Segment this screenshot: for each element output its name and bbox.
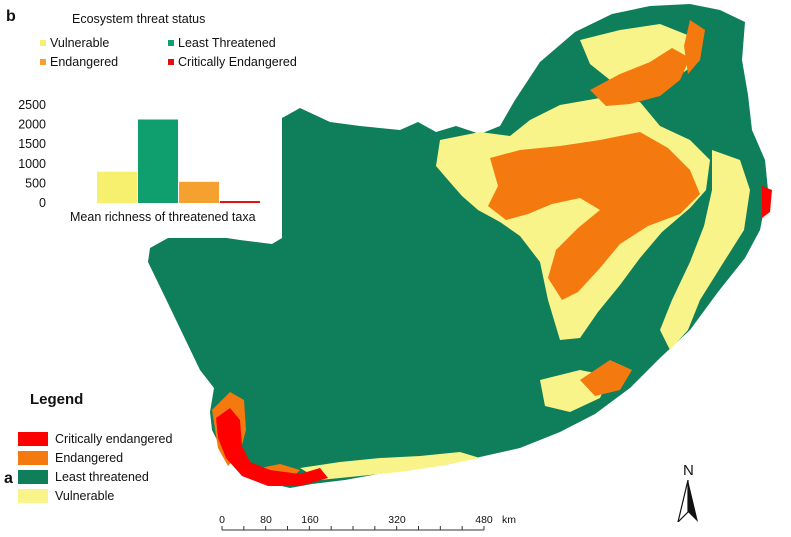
bar-critically-endangered (220, 201, 260, 204)
endangered-area (684, 20, 705, 74)
inset-panel: b Ecosystem threat status Vulnerable Lea… (0, 0, 297, 238)
legend-swatch-least-threatened (18, 470, 48, 484)
map-legend-title: Legend (30, 391, 84, 408)
scale-tick-label: 160 (301, 514, 319, 526)
legend-label: Least threatened (55, 470, 149, 484)
panel-b-label: b (6, 8, 16, 25)
legend-swatch-vulnerable (40, 40, 46, 46)
north-label: N (683, 462, 694, 479)
endangered-area (580, 360, 632, 396)
scale-tick-label: 0 (219, 514, 225, 526)
legend-swatch-critically-endangered (168, 59, 174, 65)
critically-endangered-area (216, 408, 328, 486)
y-tick-label: 1500 (18, 137, 46, 151)
bar-vulnerable (97, 171, 137, 203)
legend-label: Vulnerable (50, 36, 110, 50)
legend-label: Critically endangered (55, 432, 173, 446)
vulnerable-area (660, 150, 750, 350)
chart-legend-item-least-threatened: Least Threatened (168, 36, 276, 50)
endangered-area (590, 48, 690, 106)
endangered-area (488, 132, 700, 300)
y-tick-label: 0 (39, 196, 46, 210)
legend-label: Least Threatened (178, 36, 276, 50)
legend-swatch-vulnerable (18, 489, 48, 503)
map-legend-item-vulnerable: Vulnerable (18, 489, 114, 503)
y-tick-label: 500 (25, 176, 46, 190)
legend-label: Critically Endangered (178, 55, 297, 69)
bar-endangered (179, 181, 219, 203)
chart-x-axis-label: Mean richness of threatened taxa (70, 210, 256, 224)
legend-label: Endangered (50, 55, 119, 69)
chart-legend-item-endangered: Endangered (40, 55, 118, 69)
north-arrow-icon (677, 480, 698, 522)
legend-swatch-endangered (40, 59, 46, 65)
y-tick-label: 2000 (18, 118, 46, 132)
legend-swatch-least-threatened (168, 40, 174, 46)
y-tick-label: 1000 (18, 157, 46, 171)
scale-tick-label: 320 (388, 514, 406, 526)
legend-swatch-endangered (18, 451, 48, 465)
scale-tick-label: 480 (475, 514, 493, 526)
chart-legend-item-vulnerable: Vulnerable (40, 36, 109, 50)
map-legend-item-endangered: Endangered (18, 451, 123, 465)
chart-title: Ecosystem threat status (72, 12, 206, 26)
legend-swatch-critically-endangered (18, 432, 48, 446)
critically-endangered-area (762, 186, 772, 218)
bar-chart: 0 500 1000 1500 2000 2500 (18, 98, 260, 210)
panel-a-label: a (4, 470, 13, 487)
vulnerable-area (300, 452, 480, 480)
y-tick-label: 2500 (18, 98, 46, 112)
map-legend-item-least-threatened: Least threatened (18, 470, 149, 484)
map-legend-item-critically-endangered: Critically endangered (18, 432, 172, 446)
legend-label: Vulnerable (55, 489, 115, 503)
chart-legend-item-critically-endangered: Critically Endangered (168, 55, 297, 69)
scale-tick-label: 80 (260, 514, 272, 526)
scale-unit-label: km (502, 514, 516, 526)
bar-least-threatened (138, 119, 178, 203)
legend-label: Endangered (55, 451, 124, 465)
